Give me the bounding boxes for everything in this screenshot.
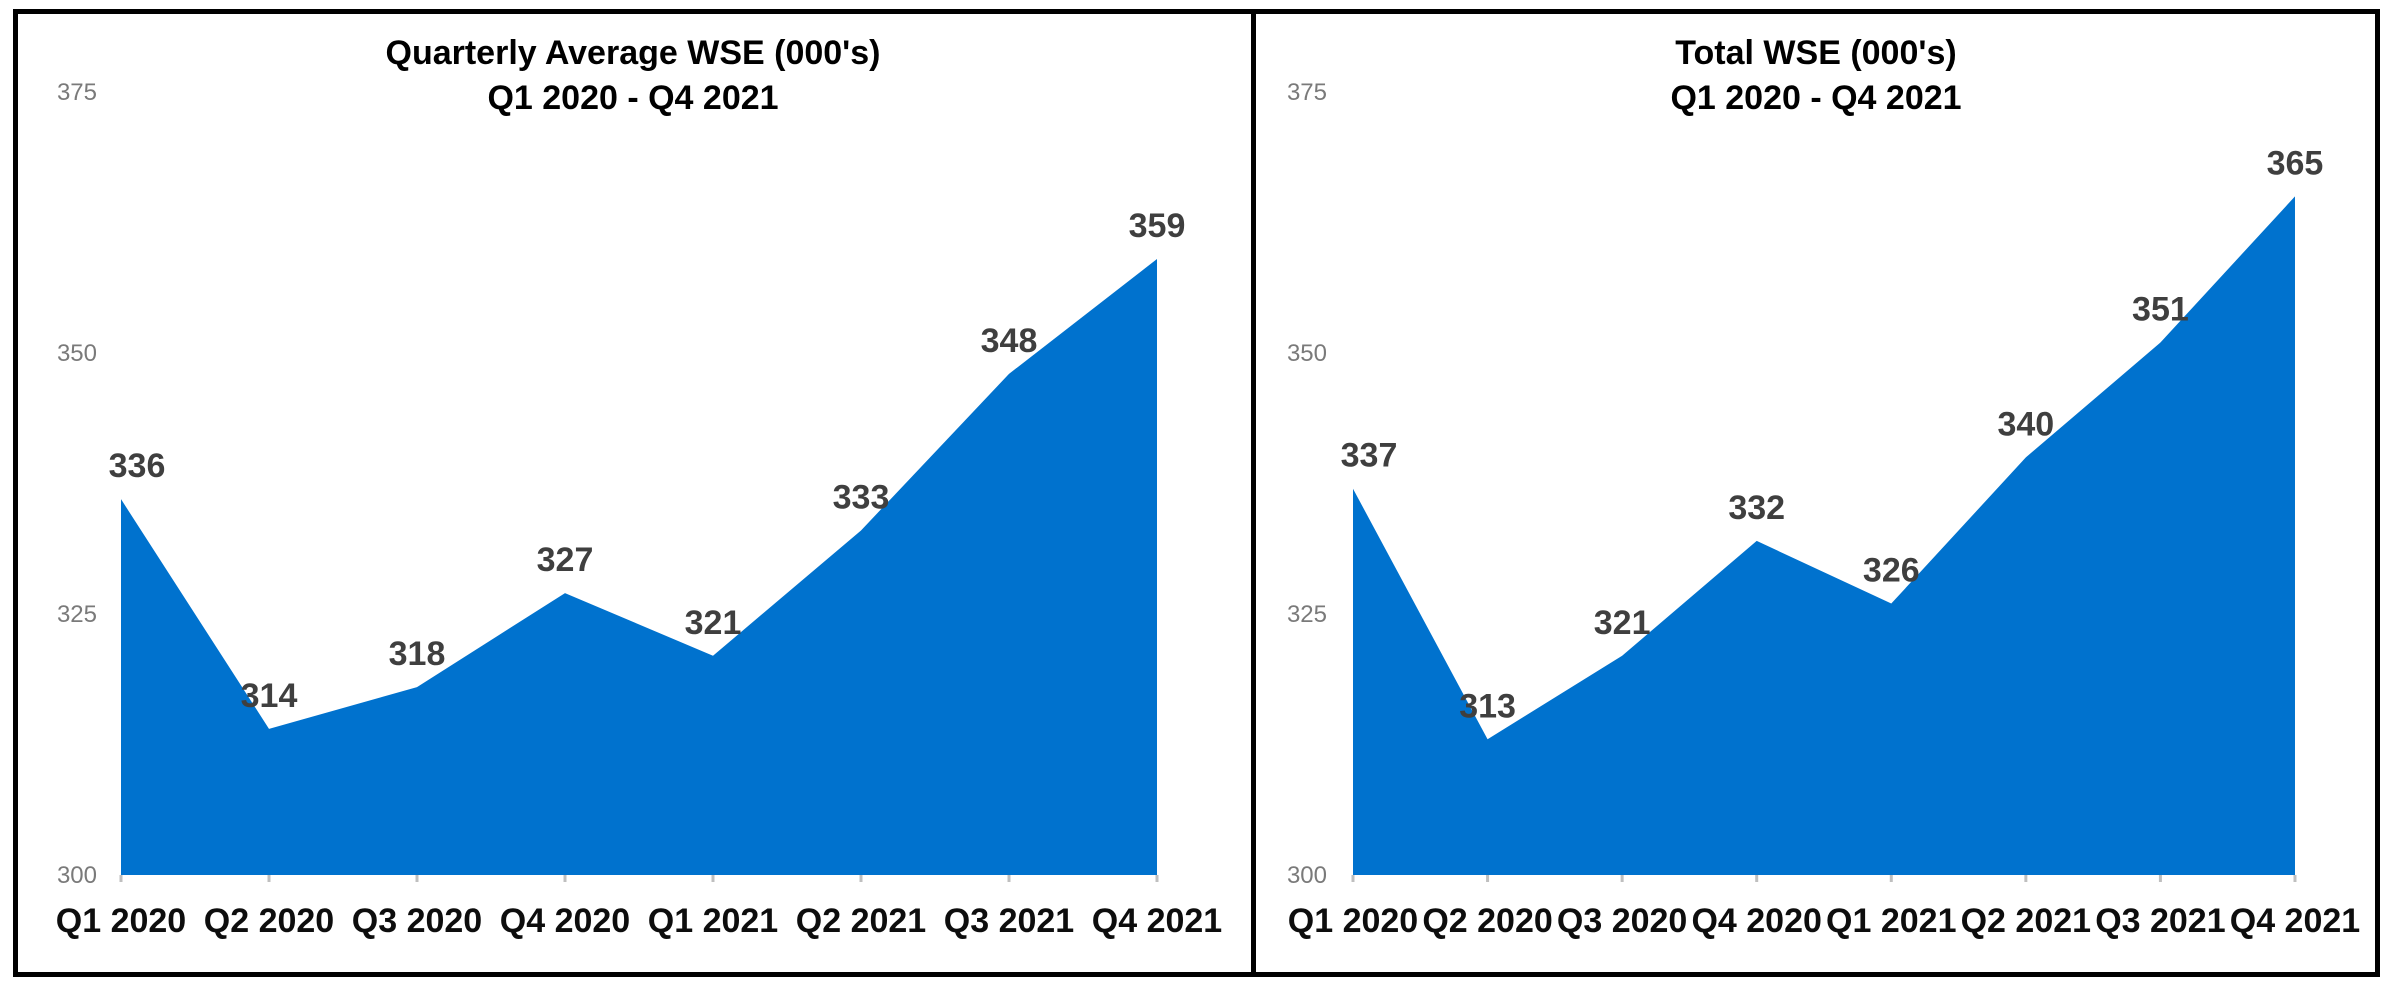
x-axis-tick-left <box>119 875 123 882</box>
x-axis-tick-right <box>1351 875 1355 882</box>
data-label-right: 337 <box>1341 437 1398 475</box>
x-axis-tick-left <box>267 875 271 882</box>
data-label-left: 327 <box>537 541 594 579</box>
x-axis-tick-right <box>1889 875 1893 882</box>
x-axis-category-label-left: Q2 2021 <box>796 902 926 940</box>
x-axis-tick-left <box>1155 875 1159 882</box>
x-axis-category-label-left: Q1 2021 <box>648 902 778 940</box>
y-axis-label-left: 350 <box>57 340 97 367</box>
data-label-left: 318 <box>389 635 446 673</box>
data-label-left: 333 <box>833 478 890 516</box>
chart-subtitle-left: Q1 2020 - Q4 2021 <box>487 79 778 117</box>
x-axis-tick-right <box>2024 875 2028 882</box>
x-axis-category-label-left: Q4 2021 <box>1092 902 1222 940</box>
x-axis-category-label-left: Q4 2020 <box>500 902 630 940</box>
x-axis-tick-right <box>1755 875 1759 882</box>
y-axis-label-right: 375 <box>1287 79 1327 106</box>
x-axis-category-label-left: Q1 2020 <box>56 902 186 940</box>
data-label-right: 365 <box>2267 144 2324 182</box>
x-axis-category-label-right: Q3 2021 <box>2095 902 2225 940</box>
data-label-right: 351 <box>2132 291 2189 329</box>
x-axis-tick-right <box>1486 875 1490 882</box>
x-axis-category-label-right: Q1 2021 <box>1826 902 1956 940</box>
data-label-right: 313 <box>1459 687 1516 725</box>
x-axis-category-label-left: Q2 2020 <box>204 902 334 940</box>
y-axis-label-left: 300 <box>57 862 97 889</box>
data-label-right: 326 <box>1863 552 1920 590</box>
x-axis-category-label-right: Q2 2020 <box>1422 902 1552 940</box>
data-label-left: 336 <box>109 447 166 485</box>
x-axis-category-label-right: Q1 2020 <box>1288 902 1418 940</box>
area-series-right <box>1353 196 2295 875</box>
data-label-left: 348 <box>981 322 1038 360</box>
chart-subtitle-right: Q1 2020 - Q4 2021 <box>1670 79 1961 117</box>
outer-frame <box>13 9 2380 977</box>
x-axis-tick-left <box>859 875 863 882</box>
data-label-right: 332 <box>1728 489 1785 527</box>
x-axis-category-label-left: Q3 2020 <box>352 902 482 940</box>
x-axis-tick-right <box>1620 875 1624 882</box>
chart-title-right: Total WSE (000's) <box>1675 34 1956 72</box>
x-axis-tick-left <box>1007 875 1011 882</box>
y-axis-label-right: 325 <box>1287 601 1327 628</box>
data-label-right: 340 <box>1997 405 2054 443</box>
x-axis-category-label-left: Q3 2021 <box>944 902 1074 940</box>
area-series-left <box>121 259 1157 875</box>
x-axis-category-label-right: Q4 2020 <box>1691 902 1821 940</box>
x-axis-tick-left <box>563 875 567 882</box>
y-axis-label-right: 300 <box>1287 862 1327 889</box>
data-label-left: 359 <box>1129 207 1186 245</box>
x-axis-tick-right <box>2293 875 2297 882</box>
y-axis-label-right: 350 <box>1287 340 1327 367</box>
x-axis-category-label-right: Q4 2021 <box>2230 902 2360 940</box>
data-label-right: 321 <box>1594 604 1651 642</box>
chart-title-left: Quarterly Average WSE (000's) <box>386 34 881 72</box>
y-axis-label-left: 325 <box>57 601 97 628</box>
x-axis-tick-left <box>415 875 419 882</box>
data-label-left: 314 <box>241 677 298 715</box>
x-axis-category-label-right: Q2 2021 <box>1961 902 2091 940</box>
x-axis-tick-left <box>711 875 715 882</box>
y-axis-label-left: 375 <box>57 79 97 106</box>
x-axis-category-label-right: Q3 2020 <box>1557 902 1687 940</box>
data-label-left: 321 <box>685 604 742 642</box>
x-axis-tick-right <box>2158 875 2162 882</box>
